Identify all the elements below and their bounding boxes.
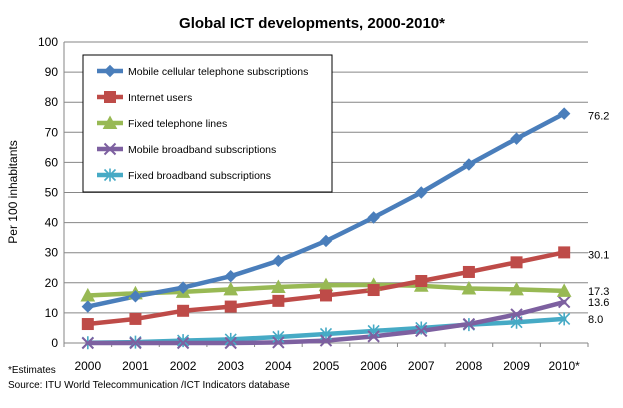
legend-marker <box>104 91 116 103</box>
x-tick-label: 2010* <box>548 359 580 373</box>
data-point <box>272 254 285 268</box>
x-tick-label: 2004 <box>265 359 292 373</box>
y-tick-label: 80 <box>45 95 59 109</box>
chart-title: Global ICT developments, 2000-2010* <box>179 15 445 32</box>
data-point <box>81 336 95 350</box>
legend-label: Internet users <box>128 92 192 104</box>
y-tick-label: 20 <box>45 276 59 290</box>
legend-marker <box>102 115 118 129</box>
data-point <box>176 336 190 350</box>
y-axis-ticks: 0 10 20 30 40 50 60 70 80 90 100 <box>38 35 58 350</box>
y-tick-label: 100 <box>38 35 58 49</box>
data-point <box>510 256 523 269</box>
x-tick-label: 2002 <box>170 359 197 373</box>
data-point <box>224 300 237 313</box>
data-point <box>367 284 380 297</box>
data-point <box>510 308 523 321</box>
data-point <box>272 294 285 307</box>
data-point <box>319 234 333 248</box>
footnote-source: Source: ITU World Telecommunication /ICT… <box>8 380 290 391</box>
legend: Mobile cellular telephone subscriptions I… <box>82 54 333 193</box>
y-axis-label: Per 100 inhabitants <box>6 140 20 243</box>
x-tick-label: 2001 <box>122 359 149 373</box>
y-tick-label: 0 <box>51 336 58 350</box>
data-point <box>510 132 523 145</box>
data-label: 30.1 <box>588 249 609 261</box>
data-point <box>556 283 572 297</box>
data-point <box>176 281 190 294</box>
data-point <box>461 280 477 295</box>
legend-label: Mobile broadband subscriptions <box>128 144 276 156</box>
data-point <box>129 336 142 350</box>
data-point <box>367 330 380 343</box>
data-point <box>272 336 285 349</box>
x-tick-label: 2000 <box>74 359 101 373</box>
end-labels: 76.2 30.1 17.313.6 8.0 <box>588 111 609 326</box>
data-point <box>558 312 571 326</box>
legend-marker <box>103 168 117 182</box>
x-tick-label: 2006 <box>360 359 387 373</box>
data-point <box>224 269 237 283</box>
y-tick-label: 70 <box>45 125 59 139</box>
data-label: 13.6 <box>588 297 609 309</box>
legend-label: Fixed broadband subscriptions <box>128 170 271 182</box>
legend-marker <box>103 64 117 78</box>
data-point <box>462 158 476 171</box>
data-point <box>223 281 239 296</box>
data-point <box>129 290 142 303</box>
data-point <box>177 334 190 348</box>
data-label: 17.3 <box>588 286 609 298</box>
data-point <box>462 265 475 278</box>
legend-box <box>82 54 333 193</box>
footnote-estimates: *Estimates <box>8 365 56 376</box>
data-point <box>509 281 524 296</box>
x-tick-label: 2008 <box>456 359 483 373</box>
data-point <box>557 107 571 120</box>
data-point <box>81 318 94 331</box>
data-point <box>177 304 190 317</box>
y-tick-label: 50 <box>45 186 59 200</box>
y-tick-label: 30 <box>45 246 59 260</box>
y-tick-label: 60 <box>45 155 59 169</box>
y-tick-label: 90 <box>45 65 59 79</box>
x-tick-label: 2007 <box>408 359 435 373</box>
series-markers <box>80 107 572 350</box>
data-point <box>557 295 571 309</box>
data-point <box>415 274 428 287</box>
legend-label: Mobile cellular telephone subscriptions <box>128 66 308 78</box>
data-point <box>129 312 142 325</box>
data-point <box>415 186 428 199</box>
legend-label: Fixed telephone lines <box>128 118 227 130</box>
x-tick-label: 2005 <box>313 359 340 373</box>
data-point <box>319 334 333 347</box>
data-point <box>224 336 237 350</box>
data-point <box>320 289 332 302</box>
data-point <box>271 279 286 294</box>
x-tick-label: 2009 <box>503 359 530 373</box>
data-point <box>462 317 476 331</box>
data-point <box>558 246 571 259</box>
x-tick-label: 2003 <box>217 359 244 373</box>
data-label: 76.2 <box>588 111 609 123</box>
y-tick-label: 10 <box>45 306 59 320</box>
data-point <box>415 324 428 338</box>
legend-marker <box>103 142 117 156</box>
data-point <box>81 300 95 313</box>
data-point <box>367 211 380 224</box>
y-tick-label: 40 <box>45 216 59 230</box>
x-axis-ticks: 2000 2001 2002 2003 2004 2005 2006 2007 2008 2009… <box>63 343 589 373</box>
data-label: 8.0 <box>588 314 603 326</box>
